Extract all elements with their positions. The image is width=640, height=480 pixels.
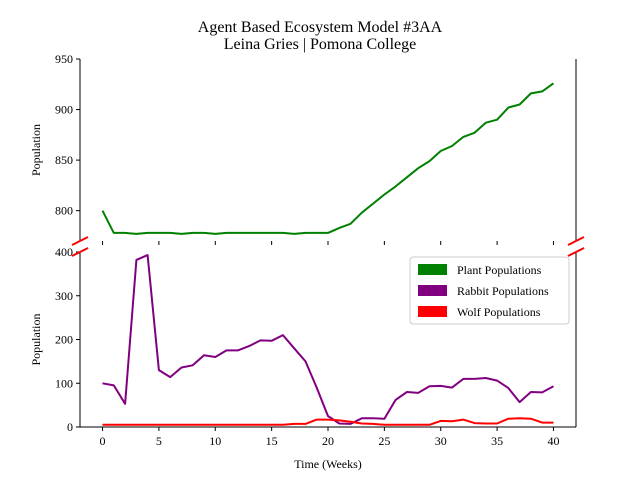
chart-title: Agent Based Ecosystem Model #3AA xyxy=(198,19,443,36)
break-mark xyxy=(567,236,585,246)
top-y-tick-label: 850 xyxy=(55,153,73,167)
plant-populations-line xyxy=(101,82,555,235)
axis-break-marks xyxy=(71,236,585,257)
top-y-tick-label: 950 xyxy=(55,52,73,66)
break-mark xyxy=(567,247,585,257)
legend-label: Plant Populations xyxy=(457,263,542,277)
rabbit-wolf-panel: 0 100 200 300 400 0 5 10 15 20 25 30 35 40 Population xyxy=(29,245,577,448)
legend-label: Rabbit Populations xyxy=(457,284,549,298)
x-tick-label: 20 xyxy=(322,434,334,448)
bottom-y-tick-label: 0 xyxy=(67,420,73,434)
x-tick-label: 0 xyxy=(100,434,106,448)
x-tick-label: 35 xyxy=(491,434,503,448)
x-tick-label: 5 xyxy=(156,434,162,448)
legend-swatch xyxy=(418,264,447,275)
legend: Plant Populations Rabbit Populations Wolf … xyxy=(409,256,570,325)
bottom-y-tick-label: 200 xyxy=(55,333,73,347)
x-axis-label: Time (Weeks) xyxy=(294,457,362,471)
wolf-populations-line xyxy=(102,417,554,426)
bottom-y-tick-label: 300 xyxy=(55,289,73,303)
legend-box xyxy=(409,256,570,325)
legend-swatch xyxy=(418,306,447,317)
bottom-y-tick-label: 100 xyxy=(55,376,73,390)
x-tick-label: 40 xyxy=(547,434,559,448)
x-tick-label: 10 xyxy=(209,434,221,448)
x-tick-label: 25 xyxy=(378,434,390,448)
x-tick-label: 30 xyxy=(435,434,447,448)
break-mark xyxy=(71,247,89,257)
bottom-y-tick-label: 400 xyxy=(55,245,73,259)
top-y-axis-label: Population xyxy=(29,124,43,176)
break-mark xyxy=(71,236,89,246)
x-tick-label: 15 xyxy=(266,434,278,448)
top-y-tick-label: 800 xyxy=(55,204,73,218)
top-y-tick-label: 900 xyxy=(55,103,73,117)
legend-swatch xyxy=(418,285,447,296)
bottom-y-axis-label: Population xyxy=(29,313,43,365)
plant-panel: 800 850 900 950 Population xyxy=(29,52,577,245)
chart-subtitle: Leina Gries | Pomona College xyxy=(224,36,417,53)
legend-label: Wolf Populations xyxy=(457,305,541,319)
rabbit-populations-line xyxy=(102,254,554,425)
